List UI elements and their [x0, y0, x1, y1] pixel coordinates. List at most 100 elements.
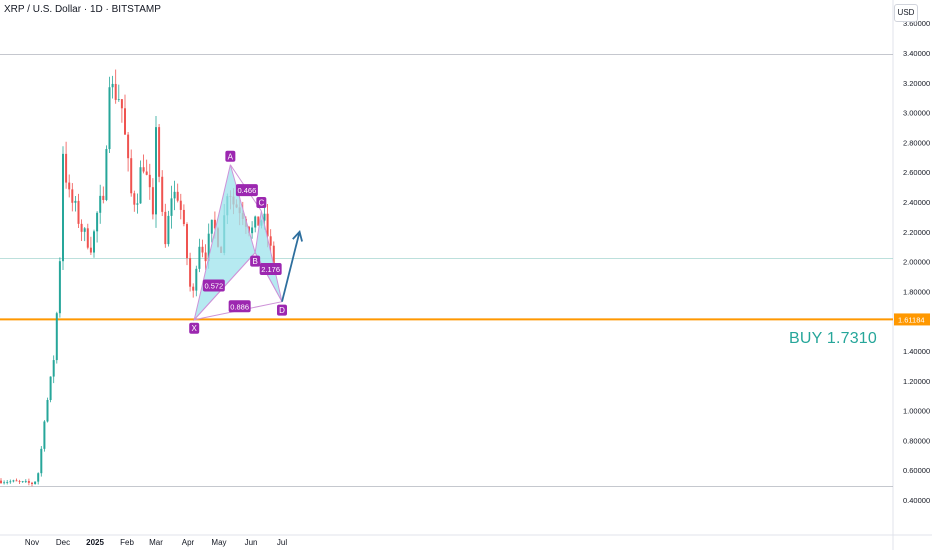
candle	[83, 227, 86, 242]
pattern-point-label: D	[279, 306, 285, 315]
pattern-ratio: 2.176	[259, 263, 282, 276]
candle	[151, 178, 154, 220]
pattern-ratio-label: 0.572	[204, 281, 223, 290]
x-tick-label: Jun	[245, 538, 258, 547]
pattern-ratio-badge	[228, 300, 251, 313]
candle	[120, 99, 123, 123]
y-tick-label: 1.00000	[903, 407, 930, 416]
pattern-point-badge	[277, 304, 288, 316]
candle-body	[89, 247, 92, 253]
candle	[164, 203, 167, 248]
candle-body	[77, 200, 80, 224]
candle-body	[204, 252, 207, 262]
candle	[9, 479, 12, 484]
y-tick-label: 3.00000	[903, 109, 930, 118]
candle	[111, 75, 114, 99]
candle	[269, 229, 272, 252]
candles	[0, 69, 275, 487]
candle	[133, 190, 136, 212]
x-tick-label: Jul	[277, 538, 287, 547]
y-tick-label: 0.80000	[903, 436, 930, 445]
candle	[65, 141, 68, 189]
candle	[158, 123, 161, 183]
candle-body	[158, 127, 161, 177]
candle-body	[145, 171, 148, 175]
candle-body	[176, 191, 179, 201]
candle-body	[34, 481, 37, 484]
candle	[155, 115, 157, 228]
y-tick-label: 2.60000	[903, 168, 930, 177]
candle	[198, 238, 201, 273]
candle	[80, 219, 83, 242]
candle	[179, 193, 182, 220]
candle	[0, 478, 2, 484]
candle-body	[192, 286, 195, 291]
candle	[210, 219, 213, 243]
candle	[3, 480, 6, 485]
candle-body	[111, 83, 114, 88]
projection-arrow-head	[292, 229, 303, 242]
candle-body	[210, 219, 213, 234]
x-tick-label: May	[211, 538, 226, 547]
candle-body	[96, 212, 99, 232]
y-tick-label: 2.00000	[903, 258, 930, 267]
candle-body	[46, 399, 49, 422]
y-tick-label: 2.80000	[903, 138, 930, 147]
candle	[49, 376, 52, 403]
pattern-point-label: X	[192, 324, 198, 333]
y-tick-label: 0.40000	[903, 496, 930, 505]
candle-body	[124, 108, 126, 135]
candle	[173, 180, 176, 211]
candle-body	[136, 203, 139, 205]
candle	[176, 183, 179, 203]
y-tick-label: 1.20000	[903, 377, 930, 386]
candle-body	[99, 195, 102, 213]
candle	[182, 204, 185, 227]
candle	[145, 159, 148, 176]
candle	[161, 170, 164, 217]
candle	[77, 193, 80, 229]
pattern-point-d: D	[277, 304, 288, 316]
candle	[52, 355, 55, 384]
candle	[24, 479, 27, 483]
candle	[130, 149, 133, 197]
candle	[6, 480, 9, 485]
candle	[192, 283, 195, 298]
candle	[34, 481, 37, 485]
candle-body	[161, 176, 164, 212]
candle	[136, 193, 139, 214]
candle-body	[49, 376, 52, 400]
x-tick-label: Nov	[25, 538, 39, 547]
candle-body	[155, 127, 157, 215]
candle	[43, 420, 46, 452]
candle-body	[186, 224, 188, 259]
candle	[105, 145, 108, 202]
currency-button[interactable]: USD	[894, 4, 918, 22]
candle	[251, 221, 254, 239]
candle	[99, 184, 102, 224]
x-tick-label: Mar	[149, 538, 163, 547]
candle-body	[201, 246, 204, 253]
candle	[86, 223, 89, 250]
pattern-point-x: X	[189, 322, 200, 334]
support-price-tag-bg	[894, 313, 930, 326]
pattern-ratio-badge	[259, 263, 282, 276]
support-price-tag-label: 1.61184	[898, 315, 925, 324]
candle-body	[58, 261, 61, 314]
candle	[68, 174, 71, 198]
candle-body	[102, 195, 105, 200]
pattern-ratio: 0.466	[235, 184, 258, 197]
candle-body	[65, 153, 68, 183]
y-tick-label: 2.20000	[903, 228, 930, 237]
pattern-ratio-badge	[202, 279, 225, 292]
pattern-ratio: 0.572	[202, 279, 225, 292]
y-tick-label: 1.40000	[903, 347, 930, 356]
candle-body	[24, 481, 27, 482]
candle-body	[9, 481, 12, 483]
symbol-header: XRP / U.S. Dollar · 1D · BITSTAMP	[4, 4, 161, 15]
pattern-point-badge	[256, 196, 267, 208]
candle-body	[120, 99, 123, 109]
candle	[254, 215, 257, 233]
